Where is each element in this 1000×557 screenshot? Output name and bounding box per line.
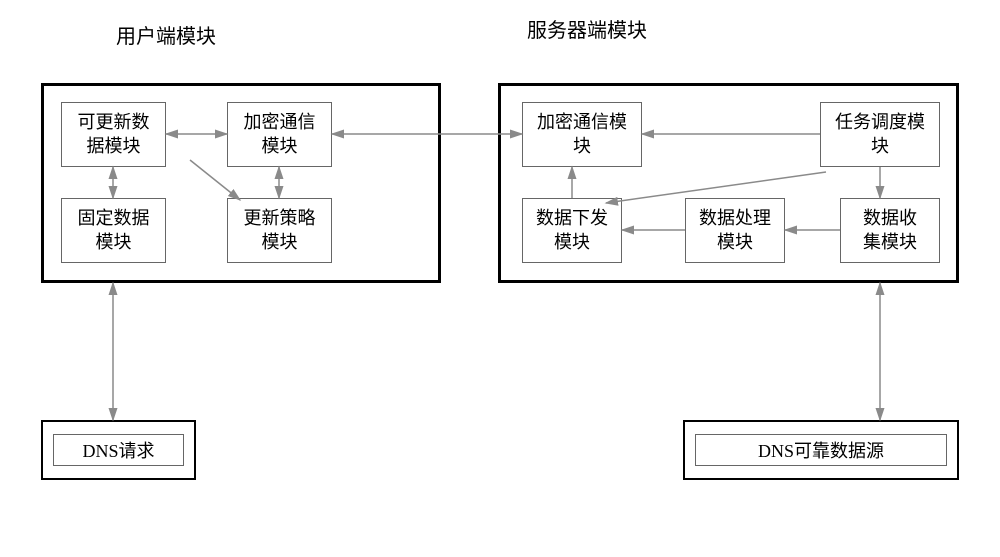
fixed-data-module: 固定数据 模块 xyxy=(61,198,166,263)
server-section-title: 服务器端模块 xyxy=(527,14,647,43)
updatable-data-module: 可更新数 据模块 xyxy=(61,102,166,167)
client-encrypted-comm-module: 加密通信 模块 xyxy=(227,102,332,167)
client-section-title: 用户端模块 xyxy=(116,20,216,49)
data-process-module: 数据处理 模块 xyxy=(685,198,785,263)
update-strategy-module: 更新策略 模块 xyxy=(227,198,332,263)
server-encrypted-comm-module: 加密通信模 块 xyxy=(522,102,642,167)
dns-source-box: DNS可靠数据源 xyxy=(683,420,959,480)
data-collect-module: 数据收 集模块 xyxy=(840,198,940,263)
dns-request-label: DNS请求 xyxy=(53,434,184,466)
dns-request-box: DNS请求 xyxy=(41,420,196,480)
dns-source-label: DNS可靠数据源 xyxy=(695,434,947,466)
task-schedule-module: 任务调度模 块 xyxy=(820,102,940,167)
data-dispatch-module: 数据下发 模块 xyxy=(522,198,622,263)
